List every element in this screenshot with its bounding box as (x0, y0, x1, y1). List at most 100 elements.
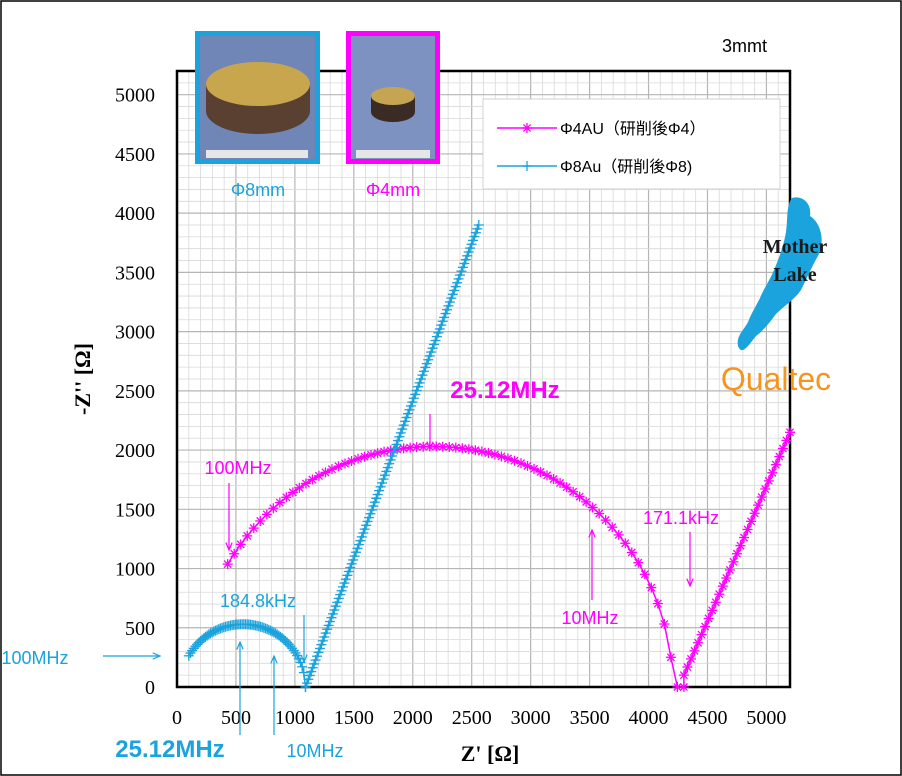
data-point (678, 682, 689, 692)
data-point (287, 487, 298, 498)
data-point (707, 605, 718, 616)
data-point (693, 637, 704, 648)
data-point (746, 516, 757, 527)
y-tick-label: 4500 (115, 144, 155, 166)
legend-label-phi8: Φ8Au（研削後Φ8) (560, 158, 692, 176)
data-point (411, 442, 422, 453)
data-point (405, 442, 416, 453)
data-point (470, 445, 481, 456)
x-tick-label: 3000 (511, 707, 551, 729)
data-point (714, 589, 725, 600)
data-point (372, 448, 383, 459)
annotation-label: 25.12MHz (450, 377, 559, 404)
x-axis-title: Z' [Ω] (461, 741, 520, 766)
data-point (633, 557, 644, 568)
annotation-7: 10MHz (270, 654, 344, 761)
data-point (710, 597, 721, 608)
data-point (483, 447, 494, 458)
photo-phi8-disc-top (206, 62, 310, 106)
corner-label: 3mmt (722, 36, 767, 56)
lake-biwa-shape (737, 197, 822, 351)
legend-label-phi4: Φ4AU（研削後Φ4） (560, 120, 706, 138)
y-tick-label: 3000 (115, 322, 155, 344)
data-point (735, 540, 746, 551)
photo-phi4-disc-top (371, 87, 415, 105)
data-point (703, 613, 714, 624)
y-tick-label: 1000 (115, 559, 155, 581)
annotation-arrowhead (236, 640, 244, 650)
annotation-label: 100MHz (204, 458, 271, 478)
data-point (620, 538, 631, 549)
data-point (242, 530, 253, 541)
data-point (444, 442, 455, 453)
legend-box (482, 98, 781, 190)
legend: Φ4AU（研削後Φ4） Φ8Au（研削後Φ8) (482, 98, 781, 190)
data-point (476, 446, 487, 457)
data-point (767, 467, 778, 478)
data-point (222, 559, 233, 570)
data-point (398, 443, 409, 454)
annotation-6: 25.12MHz (115, 640, 244, 763)
data-point (689, 645, 700, 656)
annotation-1: 100MHz (204, 458, 272, 552)
data-point (248, 523, 259, 534)
legend-marker (522, 123, 532, 133)
series-layer (183, 220, 795, 692)
data-point (700, 621, 711, 632)
data-point (739, 532, 750, 543)
qualtec-logo: Qualtec (721, 361, 831, 397)
x-tick-label: 1000 (275, 707, 315, 729)
data-point (366, 449, 377, 460)
series-phi8 (183, 220, 484, 692)
x-tick-label: 4000 (629, 707, 669, 729)
photo-phi4: Φ4mm (346, 31, 440, 200)
data-point (574, 491, 585, 502)
x-tick-label: 3500 (570, 707, 610, 729)
data-point (626, 547, 637, 558)
data-point (774, 451, 785, 462)
data-point (685, 653, 696, 664)
x-tick-label: 4500 (687, 707, 727, 729)
annotation-arrowhead (588, 528, 596, 538)
y-axis-title: -Z'' [Ω] (70, 343, 95, 415)
annotation-label: 171.1kHz (643, 508, 719, 528)
annotation-arrowhead (152, 652, 162, 660)
data-point (281, 492, 292, 503)
data-point (760, 483, 771, 494)
annotation-arrowhead (686, 578, 694, 588)
y-tick-label: 0 (145, 677, 155, 699)
photo-phi8-caption: Φ8mm (231, 180, 285, 200)
data-point (298, 667, 309, 678)
y-tick-label: 3500 (115, 262, 155, 284)
annotation-5: 100MHz (1, 648, 162, 668)
photo-phi4-caption: Φ4mm (366, 180, 420, 200)
data-point (359, 451, 370, 462)
data-point (682, 662, 693, 673)
photo-phi8: Φ8mm (195, 31, 320, 200)
legend-marker (522, 161, 532, 171)
plot-area: 0 500 1000 1500 2000 2500 3000 3500 4000 4500 5000… (115, 69, 795, 729)
data-point (639, 569, 650, 580)
y-tick-label: 500 (125, 618, 155, 640)
annotations: 25.12MHz 100MHz 171.1kHz 10MHz 184.8kHz 100MH… (1, 377, 719, 763)
data-point (235, 539, 246, 550)
y-tick-label: 2000 (115, 440, 155, 462)
annotation-4: 184.8kHz (220, 591, 308, 664)
y-tick-label: 5000 (115, 85, 155, 107)
data-point (255, 515, 266, 526)
data-point (696, 629, 707, 640)
annotation-label: 100MHz (1, 648, 68, 668)
data-point (274, 497, 285, 508)
annotation-label: 25.12MHz (115, 736, 224, 763)
data-point (652, 598, 663, 609)
mother-lake-text-line2: Lake (773, 264, 816, 286)
data-point (770, 459, 781, 470)
data-point (756, 492, 767, 503)
series-phi4 (222, 427, 795, 692)
annotation-arrowhead (300, 654, 308, 664)
annotation-label: 10MHz (286, 741, 343, 761)
annotation-3: 10MHz (561, 528, 619, 628)
data-point (581, 496, 592, 507)
data-point (717, 581, 728, 592)
